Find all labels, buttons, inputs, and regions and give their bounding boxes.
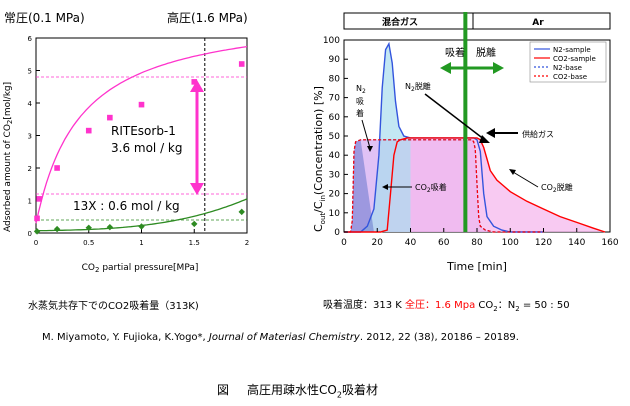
ann-co2-ads: CO2吸着 (415, 182, 447, 194)
right-x-tick-label: 160 (601, 238, 618, 248)
ann-n2-ads-3: 着 (356, 108, 364, 118)
rite-point (34, 215, 40, 222)
annotation-13x: 13X : 0.6 mol / kg (73, 199, 180, 213)
left-tick-labels: 0 1 2 3 4 5 6 0 0.5 1 1.5 2 (28, 35, 250, 247)
band-ar (472, 12, 611, 30)
right-y-tick-label: 90 (329, 55, 341, 65)
right-x-tick-label: 60 (438, 238, 450, 248)
13x-point (33, 228, 41, 235)
n2-ads-strip (344, 139, 374, 232)
left-x-axis-label: CO2 partial pressure[MPa] (82, 263, 199, 274)
left-y-tick-label: 2 (28, 165, 32, 173)
rite-point (138, 101, 145, 108)
left-y-axis-label: Adsorbed amount of CO2[mol/kg] (3, 82, 14, 232)
left-caption: 水蒸気共存下でのCO2吸着量（313K) (28, 301, 199, 312)
ann-co2-des: CO2脱離 (541, 182, 573, 194)
legend-n2-sample: N2-sample (553, 46, 591, 54)
13x-point (238, 208, 245, 216)
left-x-tick-label: 1 (139, 239, 143, 247)
legend-co2-base: CO2-base (553, 73, 587, 81)
right-tick-labels: 0 10 20 30 40 50 60 70 80 90 100 0 20 40 60 80 100 120 140… (323, 36, 619, 248)
13x-point (138, 223, 145, 230)
13x-point (53, 225, 61, 233)
rite-point (238, 61, 245, 67)
rite-point (54, 165, 60, 171)
left-chart: 0 1 2 3 4 5 6 0 0.5 1 1.5 2 RITEsorb-1 3.6 mol / kg… (3, 35, 250, 274)
left-y-tick-label: 0 (28, 230, 32, 238)
right-y-tick-label: 0 (334, 228, 340, 238)
right-y-tick-label: 40 (329, 151, 341, 161)
left-y-tick-label: 4 (28, 100, 33, 108)
legend-co2-sample: CO2-sample (553, 55, 596, 63)
ann-n2-ads-1: N2 (356, 84, 366, 95)
right-x-tick-label: 120 (535, 238, 552, 248)
13x-point (191, 220, 198, 228)
ann-feed-gas: 供給ガス (522, 129, 554, 139)
left-y-tick-label: 6 (28, 35, 33, 43)
right-caption: 吸着温度：313 K 全圧：1.6 Mpa CO2：N2 = 50 : 50 (323, 300, 570, 313)
reference: M. Miyamoto, Y. Fujioka, K.Yogo*, Journa… (42, 332, 519, 343)
band-left-label: 混合ガス (382, 16, 418, 28)
13x-point (85, 224, 92, 231)
label-adsorb: 吸着 (445, 46, 465, 59)
left-reference-lines (36, 38, 247, 233)
ann-n2-des-leader (424, 93, 486, 141)
left-x-tick-label: 2 (245, 239, 249, 247)
right-y-tick-label: 50 (329, 132, 341, 142)
right-x-tick-label: 0 (341, 238, 347, 248)
annotation-rite-value: 3.6 mol / kg (111, 141, 183, 155)
label-high-pressure: 高圧(1.6 MPa) (167, 11, 248, 25)
left-series (33, 45, 248, 235)
right-x-axis-label: Time [min] (446, 260, 507, 273)
band-right-label: Ar (532, 18, 544, 28)
right-x-tick-label: 100 (502, 238, 519, 248)
ann-co2-des-leader (512, 171, 539, 188)
rite-point (36, 196, 42, 202)
left-y-tick-label: 5 (28, 68, 32, 76)
right-y-tick-label: 60 (329, 113, 341, 123)
series-co2-sample (344, 137, 606, 233)
legend-n2-base: N2-base (553, 64, 582, 72)
right-y-tick-label: 10 (329, 209, 341, 219)
left-y-tick-label: 1 (28, 198, 32, 206)
right-y-tick-label: 70 (329, 94, 341, 104)
adsorb-desorb-arrow (440, 62, 504, 74)
right-legend: N2-sample CO2-sample N2-base CO2-base (529, 41, 607, 83)
ann-n2-ads-leader (361, 119, 371, 149)
difference-arrow (190, 80, 204, 195)
ann-n2-ads-2: 吸 (356, 97, 364, 106)
label-low-pressure: 常圧(0.1 MPa) (4, 11, 85, 25)
n2-peak-area (344, 43, 411, 232)
rite-point (85, 127, 92, 134)
right-series (344, 41, 606, 233)
left-plot-frame (35, 37, 248, 234)
rite-point (107, 114, 113, 121)
right-x-tick-label: 80 (471, 238, 483, 248)
rite-point (191, 79, 198, 85)
figure-caption: 図高圧用疎水性CO2吸着材 (217, 383, 378, 400)
right-x-tick-label: 140 (568, 238, 585, 248)
left-x-tick-label: 0.5 (83, 239, 94, 247)
13x-point (106, 223, 114, 231)
left-x-tick-label: 1.5 (189, 239, 200, 247)
right-chart: 混合ガス Ar 0 10 20 30 40 50 60 70 80 90 100 0 20 40 60 80 1… (312, 12, 619, 273)
annotation-rite-name: RITEsorb-1 (111, 124, 176, 138)
left-curve-rite (35, 45, 248, 224)
right-y-tick-label: 100 (323, 36, 340, 46)
label-desorb: 脱離 (476, 46, 496, 59)
left-x-tick-label: 0 (34, 239, 38, 247)
right-y-axis-label: Cout/Cin(Concentration) [%] (312, 86, 327, 232)
right-x-tick-label: 40 (405, 238, 417, 248)
right-y-tick-label: 80 (329, 74, 341, 84)
right-y-tick-label: 30 (329, 170, 341, 180)
right-x-tick-label: 20 (372, 238, 384, 248)
series-co2-base (344, 139, 544, 233)
left-y-tick-label: 3 (28, 133, 32, 141)
ann-n2-des: N2脱離 (405, 81, 431, 93)
right-y-tick-label: 20 (329, 190, 341, 200)
